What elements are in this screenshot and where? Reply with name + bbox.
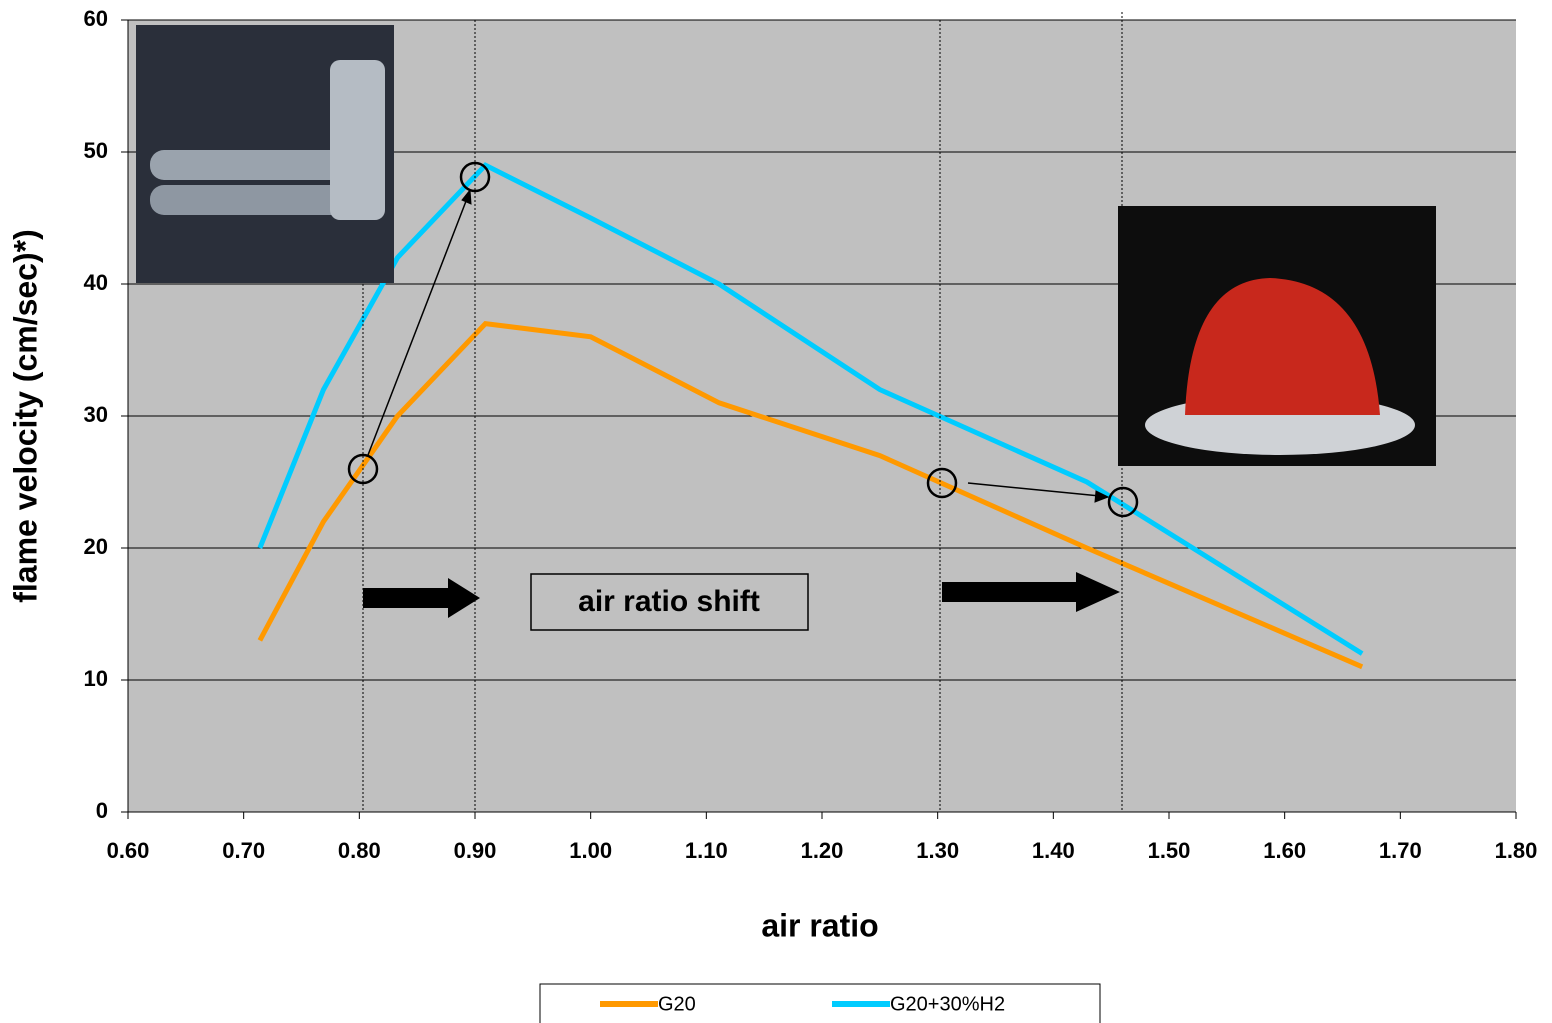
x-tick-label: 1.30 [916, 838, 959, 863]
photo-radiant [1118, 206, 1436, 466]
legend-label: G20+30%H2 [890, 993, 1005, 1015]
x-tick-label: 1.40 [1032, 838, 1075, 863]
y-tick-label: 50 [84, 138, 108, 163]
x-tick-label: 1.00 [569, 838, 612, 863]
page: {"chart_data": {"type": "line", "x_label… [0, 0, 1552, 1023]
x-tick-label: 0.90 [454, 838, 497, 863]
x-tick-label: 1.80 [1495, 838, 1538, 863]
x-tick-label: 0.60 [107, 838, 150, 863]
photo-detail [330, 60, 385, 220]
chart: air ratio shift 0 10 20 30 40 50 60 0.60 0.70 0.8… [0, 0, 1552, 1023]
y-tick-label: 30 [84, 402, 108, 427]
x-tick-label: 1.60 [1263, 838, 1306, 863]
y-tick-label: 40 [84, 270, 108, 295]
legend-label: G20 [658, 993, 696, 1015]
x-axis-title: air ratio [761, 907, 878, 943]
annotation-text: air ratio shift [578, 585, 760, 618]
x-tick-label: 0.70 [222, 838, 265, 863]
x-tick-label: 0.80 [338, 838, 381, 863]
y-axis-title: flame velocity (cm/sec)*) [7, 229, 43, 603]
photo-burner [136, 25, 394, 283]
x-tick-label: 1.50 [1148, 838, 1191, 863]
y-tick-label: 0 [96, 798, 108, 823]
photo-detail [150, 150, 350, 180]
x-tick-label: 1.10 [685, 838, 728, 863]
x-tick-label: 1.20 [801, 838, 844, 863]
photo-detail [150, 185, 350, 215]
x-tick-label: 1.70 [1379, 838, 1422, 863]
y-tick-label: 60 [84, 6, 108, 31]
y-tick-label: 20 [84, 534, 108, 559]
y-tick-label: 10 [84, 666, 108, 691]
